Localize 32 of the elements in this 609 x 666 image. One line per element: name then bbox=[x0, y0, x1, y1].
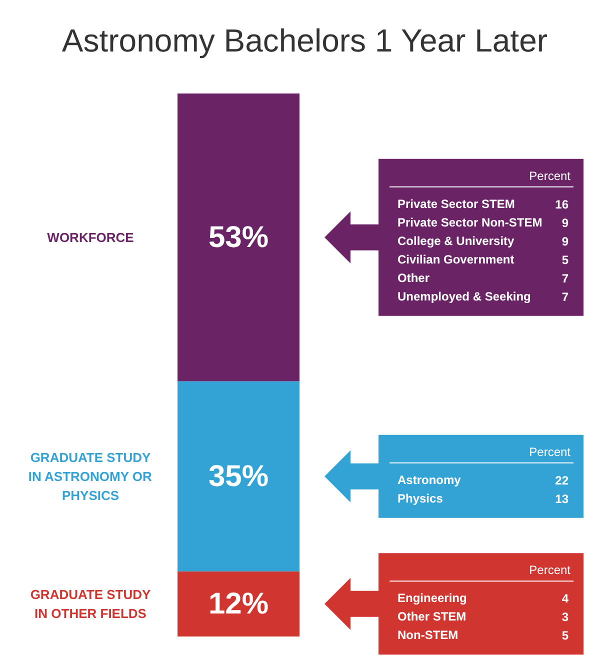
text: Percent bbox=[529, 444, 572, 459]
data-label: 9 bbox=[562, 216, 569, 230]
data-label: 12% bbox=[208, 587, 269, 620]
data-label: 22 bbox=[555, 473, 569, 488]
category-label: Private Sector Non-STEM bbox=[398, 215, 542, 230]
data-label: 53% bbox=[208, 220, 269, 254]
series-label: GRADUATE STUDY IN ASTRONOMY OR PHYSICS bbox=[28, 450, 153, 503]
chart-title: Astronomy Bachelors 1 Year Later bbox=[62, 22, 548, 58]
data-label: 16 bbox=[555, 197, 569, 212]
data-label: 3 bbox=[562, 610, 569, 624]
data-label: 13 bbox=[555, 492, 569, 506]
data-label: 4 bbox=[562, 592, 569, 606]
data-label: 5 bbox=[562, 252, 569, 267]
category-label: Civilian Government bbox=[398, 252, 514, 266]
text: Percent bbox=[529, 563, 572, 578]
data-label: 7 bbox=[562, 290, 569, 304]
data-label: 35% bbox=[208, 460, 269, 493]
text: Percent bbox=[529, 168, 572, 183]
text: WORKFORCE bbox=[47, 230, 134, 245]
text: GRADUATE STUDY IN OTHER FIELDS bbox=[30, 586, 152, 621]
category-label: College & University bbox=[398, 234, 515, 248]
category-label: Astronomy bbox=[398, 472, 462, 487]
category-label: Unemployed & Seeking bbox=[398, 289, 531, 304]
data-label: 5 bbox=[562, 628, 569, 643]
data-label: 9 bbox=[562, 234, 569, 248]
category-label: Engineering bbox=[398, 591, 467, 606]
category-label: Other bbox=[398, 270, 430, 285]
category-label: Other STEM bbox=[398, 610, 466, 624]
category-label: Physics bbox=[398, 491, 444, 506]
category-label: Private Sector STEM bbox=[398, 196, 515, 211]
category-label: Non-STEM bbox=[398, 628, 458, 642]
data-label: 7 bbox=[562, 271, 569, 286]
